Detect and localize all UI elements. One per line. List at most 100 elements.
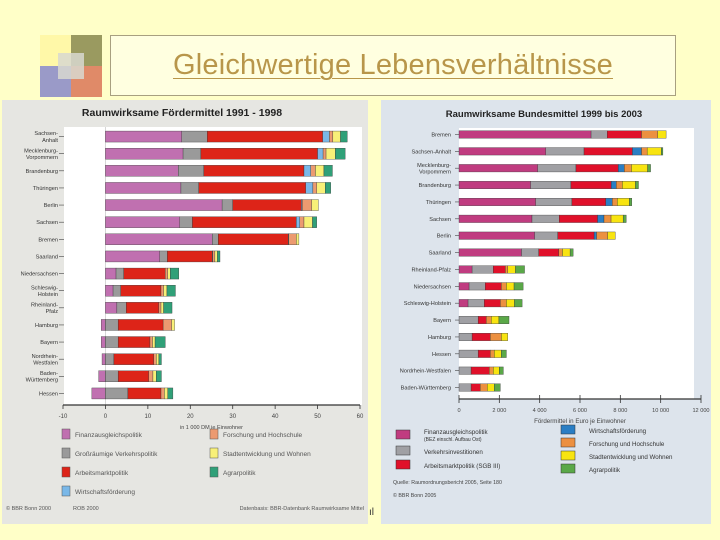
bar-segment-bremen-0 [458,130,592,139]
bar-segment-berlin-4 [302,199,312,211]
bar-segment-bayern-2 [117,336,151,348]
bar-segment-niedersachsen-6 [513,282,524,291]
bar-segment-schleswig-holstein-4 [160,285,164,297]
category-label: Bremen [431,132,451,138]
footer-source: Datenbasis: BBR-Datenbank Raumwirksame M… [240,506,364,512]
footer-copyright: © BBR Bonn 2005 [393,492,436,499]
bar-segment-bremen-2 [218,233,289,245]
bar-segment-sachsen-2 [559,214,598,223]
bar-segment-sachsen-0 [458,214,533,223]
bar-segment-bremen-0 [105,233,213,245]
category-label: Pfalz [46,309,59,315]
x-tick-label: 12 000 [692,408,709,414]
category-label: Anhalt [42,138,58,144]
category-label: Sachsen-Anhalt [412,149,452,155]
legend-label: Arbeitsmarktpolitik [75,470,129,477]
bar-segment-hessen-6 [167,387,174,400]
bar-segment-schleswig-holstein-4 [500,299,507,308]
category-label: Schleswig-Holstein [404,301,451,307]
bar-segment-sachsen-anhalt-0 [105,130,182,143]
legend-swatch [209,447,219,459]
bar-segment-saarland-0 [105,250,160,263]
bar-segment-hessen-1 [458,349,479,358]
category-label: Brandenburg [26,169,58,175]
bar-segment-baden-württemberg-6 [156,370,162,382]
bar-segment-sachsen-anhalt-1 [545,147,585,156]
bar-segment-bremen-5 [296,233,300,245]
bar-segment-bayern-2 [477,316,487,324]
legend-swatch [61,485,71,497]
bar-segment-saarland-4 [212,250,216,263]
category-label: Hamburg [35,323,58,329]
x-tick-label: 10 000 [652,408,669,414]
bar-segment-baden-württemberg-2 [470,383,481,392]
bar-segment-niedersachsen-5 [167,267,171,280]
bar-segment-rheinland-pfalz-5 [160,302,164,314]
x-tick-label: 10 [145,414,152,420]
stray-mark: ıl [369,507,374,518]
category-label: Sachsen [429,217,451,223]
bar-segment-baden-württemberg-6 [494,383,501,392]
bar-segment-thüringen-0 [105,182,182,194]
bar-segment-mecklenburg-vorpommern-0 [105,148,184,160]
legend-swatch [560,463,576,474]
bar-segment-brandenburg-5 [622,181,636,189]
bar-segment-sachsen-6 [312,216,317,228]
bar-segment-nordrhein-westfalen-5 [156,353,160,365]
bar-segment-thüringen-2 [571,198,606,206]
bar-segment-berlin-0 [105,199,223,211]
category-label: Niedersachsen [21,272,58,278]
bar-segment-thüringen-2 [198,182,306,194]
bar-segment-brandenburg-3 [611,181,617,189]
category-label: Berlin [44,203,58,209]
bar-segment-brandenburg-0 [458,181,531,189]
bar-segment-hessen-2 [127,387,162,400]
bar-segment-saarland-5 [214,250,218,263]
legend-swatch [395,429,411,440]
category-label: Rheinland- [31,302,58,308]
bar-segment-sachsen-anhalt-1 [181,130,208,143]
category-label: Sachsen [36,220,58,226]
x-axis-label: in 1 000 DM je Einwohner [180,425,243,431]
bar-segment-mecklenburg-vorpommern-3 [317,148,324,160]
bar-segment-rheinland-pfalz-2 [493,265,506,274]
x-tick-label: 8 000 [613,408,627,414]
category-label: Holstein [38,292,58,298]
bar-segment-niedersachsen-0 [458,282,470,291]
bar-segment-sachsen-anhalt-3 [632,147,642,156]
category-label: Württemberg [26,378,58,384]
bar-segment-sachsen-anhalt-4 [329,130,334,143]
bar-segment-thüringen-0 [458,198,536,206]
bar-segment-brandenburg-4 [616,181,623,189]
chart-title: Raumwirksame Fördermittel 1991 - 1998 [82,107,282,119]
bar-segment-thüringen-4 [612,198,618,206]
x-tick-label: 30 [229,414,236,420]
bar-segment-thüringen-5 [316,182,326,194]
bar-segment-sachsen-4 [299,216,305,228]
bar-segment-schleswig-holstein-1 [467,299,485,308]
bar-segment-schleswig-holstein-6 [514,299,523,308]
legend-label: Großräumige Verkehrspolitik [75,451,158,458]
bar-segment-mecklenburg-vorpommern-4 [624,164,632,173]
legend-swatch [395,459,411,470]
bar-segment-baden-württemberg-2 [117,370,149,382]
chart-left-svg: Raumwirksame Fördermittel 1991 - 1998 Sac… [2,100,368,524]
x-tick-label: 40 [272,414,279,420]
bar-segment-sachsen-anhalt-6 [340,130,348,143]
bar-segment-mecklenburg-vorpommern-6 [335,148,346,160]
bar-segment-schleswig-holstein-1 [112,285,121,297]
bar-segment-hessen-0 [91,387,106,400]
bar-segment-hamburg-5 [501,333,508,341]
legend-label: Finanzausgleichspolitik [75,432,143,439]
bar-segment-mecklenburg-vorpommern-2 [575,164,619,173]
category-label: Westfalen [33,360,58,366]
category-label: Saarland [36,254,58,260]
bar-segment-bayern-6 [154,336,166,348]
bar-segment-berlin-4 [596,231,608,240]
bar-segment-niedersachsen-1 [468,282,486,291]
legend-swatch [61,447,71,459]
bar-segment-nordrhein-westfalen-1 [458,366,472,375]
slide-title-box: Gleichwertige Lebensverhältnisse [110,35,676,96]
bar-segment-baden-württemberg-5 [152,370,157,382]
legend-label: Wirtschaftsförderung [75,489,135,496]
